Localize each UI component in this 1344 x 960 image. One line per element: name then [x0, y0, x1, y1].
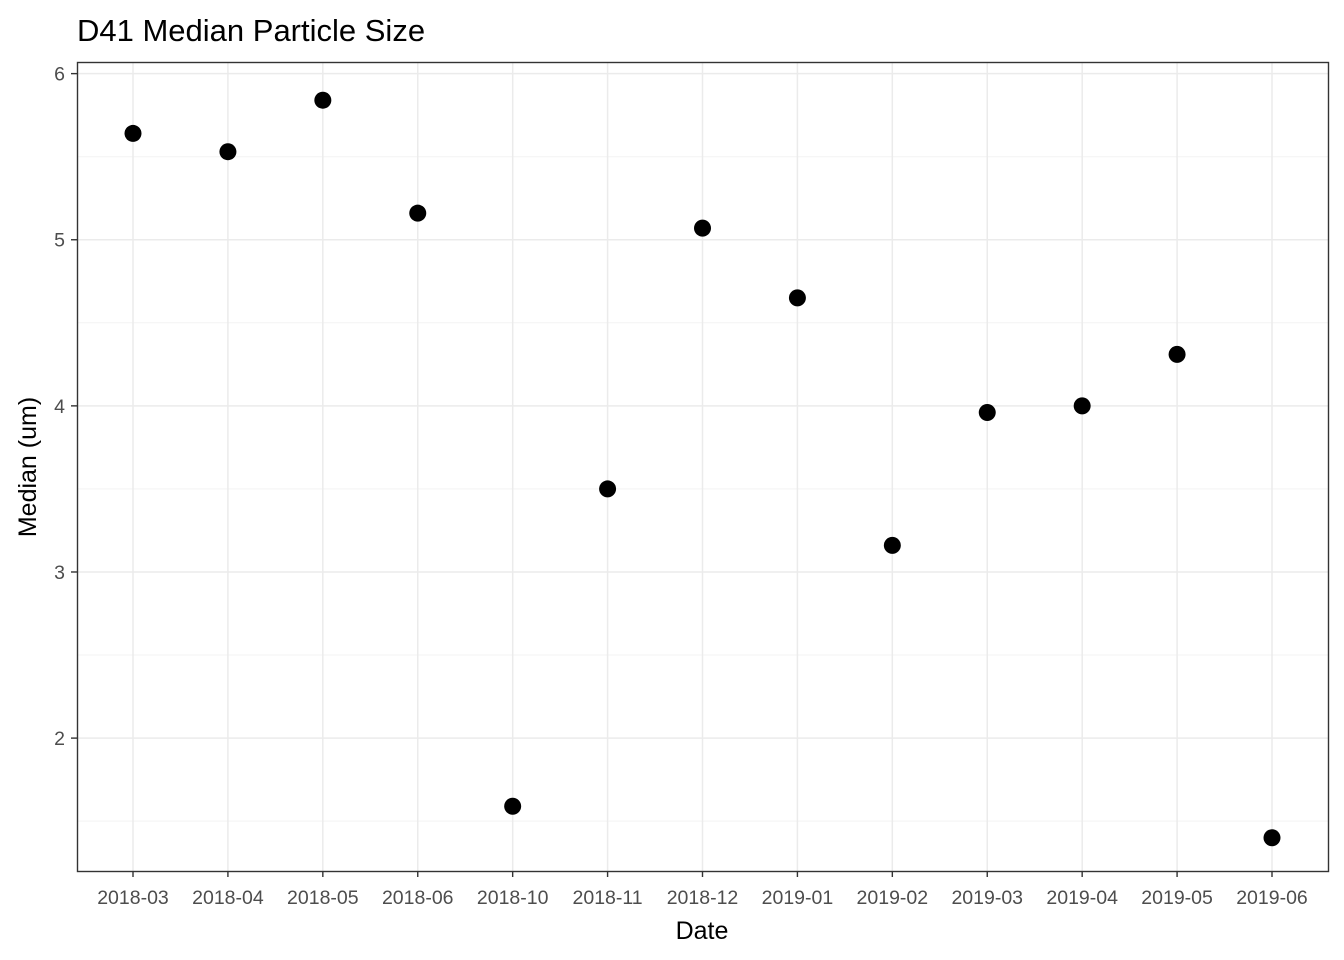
x-tick-label: 2018-11 [573, 887, 643, 909]
x-tick-label: 2018-12 [667, 887, 739, 909]
x-axis: 2018-03 2018-04 2018-05 2018-06 2018-10 2018-… [97, 871, 1308, 909]
y-tick-label: 6 [54, 64, 65, 86]
data-point [1073, 397, 1091, 415]
data-point [883, 536, 901, 554]
x-tick-label: 2019-05 [1141, 887, 1213, 909]
y-tick-label: 2 [54, 728, 65, 750]
data-point [978, 404, 996, 422]
data-point [314, 91, 332, 109]
chart-title: D41 Median Particle Size [77, 13, 425, 48]
x-tick-label: 2018-06 [382, 887, 454, 909]
x-tick-label: 2018-03 [97, 887, 169, 909]
data-point [788, 289, 806, 307]
x-tick-label: 2018-10 [477, 887, 549, 909]
x-tick-label: 2018-05 [287, 887, 359, 909]
data-point [694, 219, 711, 237]
x-tick-label: 2019-02 [857, 887, 929, 909]
data-point [504, 797, 522, 815]
x-tick-label: 2019-03 [951, 887, 1023, 909]
x-tick-label: 2019-04 [1046, 887, 1118, 909]
data-point [599, 480, 617, 498]
data-point [124, 124, 142, 142]
y-tick-label: 3 [54, 562, 65, 584]
data-points [124, 91, 1281, 847]
data-point [219, 143, 237, 161]
x-tick-label: 2018-04 [192, 887, 264, 909]
y-axis: 2 3 4 5 6 [54, 64, 77, 750]
x-axis-title: Date [676, 917, 729, 945]
x-tick-label: 2019-06 [1236, 887, 1308, 909]
y-tick-label: 4 [54, 396, 65, 418]
x-tick-label: 2019-01 [762, 887, 834, 909]
data-point [1263, 829, 1281, 847]
grid-lines [77, 62, 1328, 871]
y-tick-label: 5 [54, 230, 65, 252]
data-point [1168, 345, 1186, 363]
y-axis-title: Median (um) [14, 397, 42, 537]
data-point [409, 204, 427, 222]
